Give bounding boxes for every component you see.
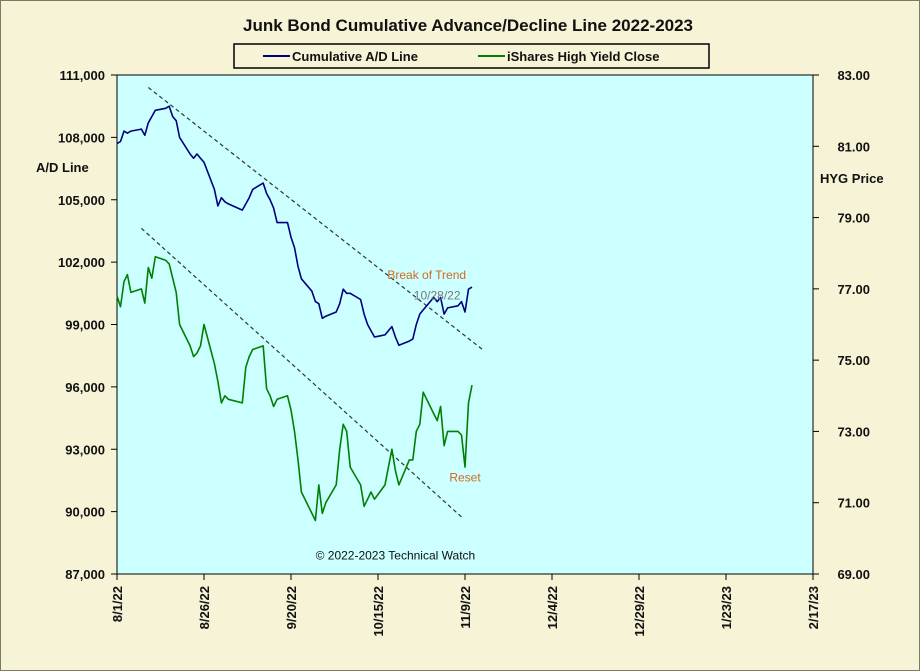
annotation-label: Break of Trend <box>387 268 466 282</box>
annotation-label: 10/28/22 <box>414 289 461 303</box>
legend-label-hyg: iShares High Yield Close <box>507 49 659 64</box>
y-right-tick-label: 69.00 <box>837 567 870 582</box>
x-tick-label: 12/4/22 <box>545 586 560 629</box>
y-right-tick-label: 81.00 <box>837 139 870 154</box>
annotations: Break of Trend 10/28/22 Reset © 2022-2023 T… <box>316 268 482 563</box>
x-tick-label: 2/17/23 <box>806 586 821 629</box>
y-right-ticks: 83.00 81.00 79.00 77.00 75.00 73.00 71.00 69.00 <box>813 68 870 582</box>
x-tick-label: 11/9/22 <box>458 586 473 629</box>
y-right-axis-title: HYG Price <box>820 171 884 186</box>
y-left-tick-label: 93,000 <box>65 442 105 457</box>
x-tick-label: 1/23/23 <box>719 586 734 629</box>
y-left-tick-label: 99,000 <box>65 318 105 333</box>
y-right-tick-label: 73.00 <box>837 424 870 439</box>
y-left-tick-label: 102,000 <box>58 255 105 270</box>
x-tick-label: 9/20/22 <box>284 586 299 629</box>
legend: Cumulative A/D Line iShares High Yield C… <box>233 43 710 69</box>
trendline <box>140 227 462 518</box>
legend-label-ad: Cumulative A/D Line <box>292 49 418 64</box>
y-left-tick-label: 111,000 <box>59 68 105 83</box>
x-tick-label: 8/26/22 <box>197 586 212 629</box>
annotation-label: © 2022-2023 Technical Watch <box>316 548 476 562</box>
y-left-tick-label: 90,000 <box>65 505 105 520</box>
x-tick-label: 10/15/22 <box>371 586 386 637</box>
y-left-tick-label: 96,000 <box>65 380 105 395</box>
x-tick-label: 8/1/22 <box>110 586 125 622</box>
y-right-tick-label: 71.00 <box>837 496 870 511</box>
y-right-tick-label: 83.00 <box>837 68 870 83</box>
x-tick-label: 12/29/22 <box>632 586 647 637</box>
chart-title: Junk Bond Cumulative Advance/Decline Lin… <box>243 16 693 35</box>
y-left-tick-label: 108,000 <box>58 130 105 145</box>
y-left-tick-label: 105,000 <box>58 193 105 208</box>
y-right-tick-label: 77.00 <box>837 282 870 297</box>
series-line-ad <box>116 105 473 347</box>
series-lines <box>116 105 473 522</box>
y-right-tick-label: 79.00 <box>837 211 870 226</box>
plot-area <box>116 74 814 575</box>
y-right-tick-label: 75.00 <box>837 353 870 368</box>
y-left-tick-label: 87,000 <box>65 567 105 582</box>
legend-box <box>233 43 710 69</box>
series-line-hyg <box>116 255 473 522</box>
annotation-label: Reset <box>449 470 481 484</box>
x-ticks: 8/1/22 8/26/22 9/20/22 10/15/22 11/9/22 12/4/… <box>110 574 821 637</box>
y-left-axis-title: A/D Line <box>36 160 89 175</box>
y-left-ticks: 111,000 108,000 105,000 102,000 99,000 96,000… <box>58 68 117 582</box>
